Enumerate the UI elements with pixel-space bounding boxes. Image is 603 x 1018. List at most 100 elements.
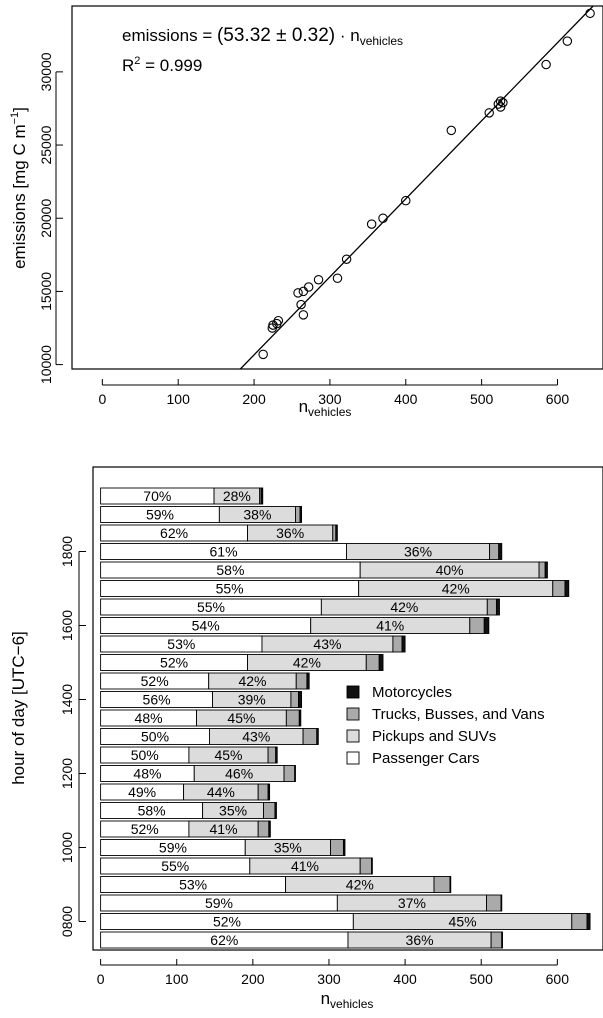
bar-x-tick-label: 0 — [97, 971, 105, 987]
trucks-segment — [302, 728, 318, 745]
scatter-y-axis-label: emissions [mg C m−1] — [9, 107, 29, 269]
pickups-percent-label: 42% — [346, 877, 374, 893]
legend-label: Passenger Cars — [372, 750, 480, 767]
motorcycles-segment — [483, 617, 490, 634]
bar-row: 50% 43% — [100, 728, 319, 745]
trucks-segment — [365, 654, 380, 671]
pickups-percent-label: 46% — [225, 766, 253, 782]
scatter-point — [341, 254, 352, 264]
bar-row: 48% 46% — [100, 765, 296, 782]
trucks-segment — [295, 672, 308, 690]
bar-row: 56% 39% — [100, 691, 303, 708]
cars-percent-label: 58% — [216, 562, 244, 578]
pickups-percent-label: 42% — [238, 673, 266, 689]
motorcycles-segment — [401, 635, 406, 653]
cars-percent-label: 62% — [160, 525, 188, 541]
bar-y-tick-label: 0800 — [59, 906, 75, 937]
motorcycles-segment — [275, 746, 278, 764]
scatter-points — [258, 8, 595, 360]
pickups-percent-label: 35% — [219, 803, 247, 819]
legend-label: Motorcycles — [372, 684, 452, 701]
motorcycles-segment — [378, 654, 384, 671]
bar-row: 62% 36% — [100, 931, 503, 949]
trucks-segment — [571, 913, 588, 930]
scatter-y-tick-label: 20000 — [38, 199, 54, 238]
bar-row: 53% 43% — [100, 635, 406, 653]
legend-swatch — [346, 707, 360, 721]
bar-row: 61% 36% — [100, 543, 503, 560]
cars-percent-label: 55% — [161, 858, 189, 874]
trucks-segment — [433, 876, 451, 893]
pickups-percent-label: 43% — [313, 636, 341, 652]
trucks-segment — [257, 783, 269, 801]
pickups-percent-label: 37% — [398, 895, 426, 911]
bar-y-tick-label: 1200 — [59, 758, 75, 789]
bar-row: 58% 35% — [100, 802, 277, 819]
bar-row: 52% 41% — [100, 820, 271, 838]
scatter-point — [298, 286, 309, 297]
scatter-point — [366, 219, 377, 229]
scatter-y-tick-label: 15000 — [38, 272, 54, 311]
cars-percent-label: 59% — [205, 895, 233, 911]
scatter-point — [495, 102, 506, 112]
bar-x-axis: 0 100 200 300 400 500 600 — [97, 959, 570, 987]
trucks-segment — [486, 598, 497, 616]
bar-row: 59% 38% — [100, 506, 303, 523]
motorcycles-segment — [268, 820, 271, 838]
pickups-percent-label: 35% — [274, 840, 302, 856]
motorcycles-segment — [498, 543, 503, 560]
pickups-percent-label: 45% — [449, 914, 477, 930]
pickups-percent-label: 42% — [293, 655, 321, 671]
scatter-x-tick-label: 600 — [546, 391, 570, 407]
pickups-percent-label: 41% — [210, 821, 238, 837]
scatter-point — [293, 288, 303, 298]
trucks-segment — [332, 524, 337, 542]
scatter-r-squared: R2 = 0.999 — [122, 55, 202, 75]
motorcycles-segment — [544, 561, 548, 579]
cars-percent-label: 50% — [141, 729, 169, 745]
bar-y-axis: 0800 1000 1200 1400 1600 1800 — [59, 536, 86, 937]
motorcycles-segment — [564, 580, 570, 597]
cars-percent-label: 59% — [159, 840, 187, 856]
trucks-segment — [267, 746, 277, 764]
scatter-x-axis: 0 100 200 300 400 500 600 — [98, 379, 569, 407]
motorcycles-segment — [316, 728, 319, 745]
motorcycles-segment — [260, 487, 264, 505]
scatter-point — [332, 273, 343, 283]
bar-row: 50% 45% — [100, 746, 278, 764]
cars-percent-label: 52% — [131, 821, 159, 837]
bar-row: 55% 41% — [100, 857, 373, 875]
motorcycles-segment — [298, 691, 303, 708]
scatter-y-tick-label: 25000 — [38, 125, 54, 164]
scatter-point — [484, 108, 494, 118]
trucks-segment — [263, 802, 276, 819]
trucks-segment — [257, 820, 270, 838]
scatter-x-tick-label: 200 — [242, 391, 266, 407]
motorcycles-segment — [342, 839, 346, 856]
pickups-percent-label: 41% — [376, 618, 404, 634]
cars-percent-label: 52% — [141, 673, 169, 689]
scatter-point — [585, 8, 595, 19]
scatter-point — [562, 36, 573, 46]
bar-x-tick-label: 500 — [470, 971, 494, 987]
legend-entry: Trucks, Busses, and Vans — [346, 706, 545, 723]
pickups-percent-label: 43% — [242, 729, 270, 745]
bar-x-tick-label: 600 — [546, 971, 570, 987]
scatter-point — [401, 195, 411, 206]
trucks-segment — [359, 857, 373, 875]
scatter-point — [298, 310, 309, 320]
scatter-point — [378, 213, 388, 223]
pickups-percent-label: 36% — [276, 525, 304, 541]
motorcycles-segment — [335, 524, 338, 542]
cars-percent-label: 56% — [143, 692, 171, 708]
cars-percent-label: 53% — [167, 636, 195, 652]
legend-swatch — [346, 685, 360, 699]
bar-rows: 62% 36% 52% 45% 59% 37% 53% 42% 55% 41% 59% 35% 52% 4… — [100, 487, 591, 949]
scatter-fit-line — [239, 5, 594, 370]
trucks-segment — [392, 635, 403, 653]
legend-entry: Motorcycles — [346, 684, 452, 701]
legend-entry: Pickups and SUVs — [346, 728, 496, 745]
trucks-segment — [285, 709, 300, 727]
motorcycles-segment — [371, 857, 373, 875]
